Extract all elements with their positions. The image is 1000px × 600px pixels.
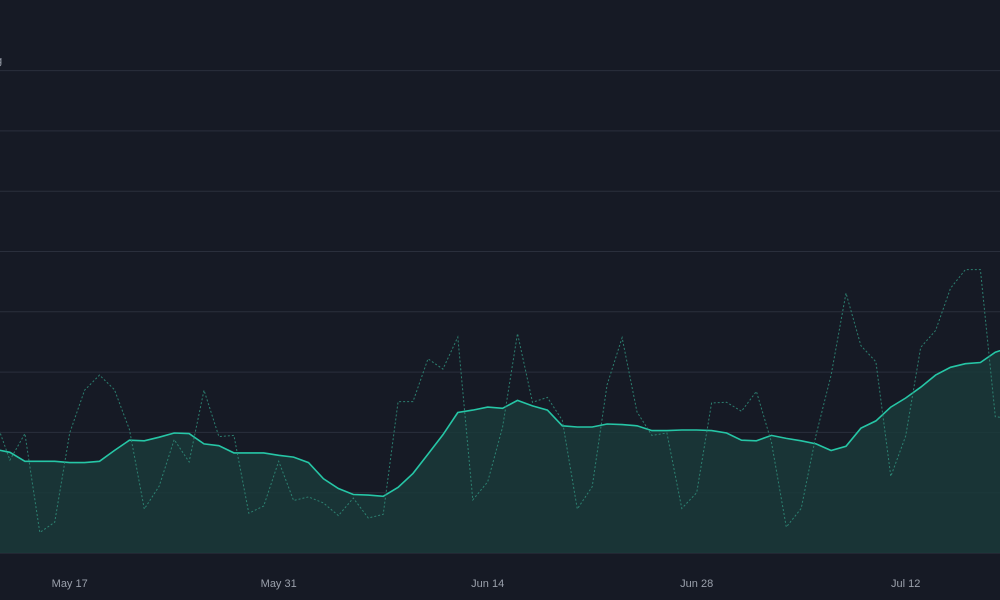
x-tick-label: May 31 [261,578,297,590]
corner-label: g [0,55,2,67]
x-tick-label: Jun 14 [471,578,504,590]
x-tick-label: May 17 [52,578,88,590]
area-fill-series-1 [0,350,1000,553]
x-tick-label: Jun 28 [680,578,713,590]
line-series-1 [0,349,1000,498]
x-tick-label: Jul 12 [891,578,920,590]
series-group [0,269,1000,553]
x-axis: May 17 May 31 Jun 14 Jun 28 Jul 12 [52,578,921,590]
dotted-line-series-2 [0,269,1000,534]
